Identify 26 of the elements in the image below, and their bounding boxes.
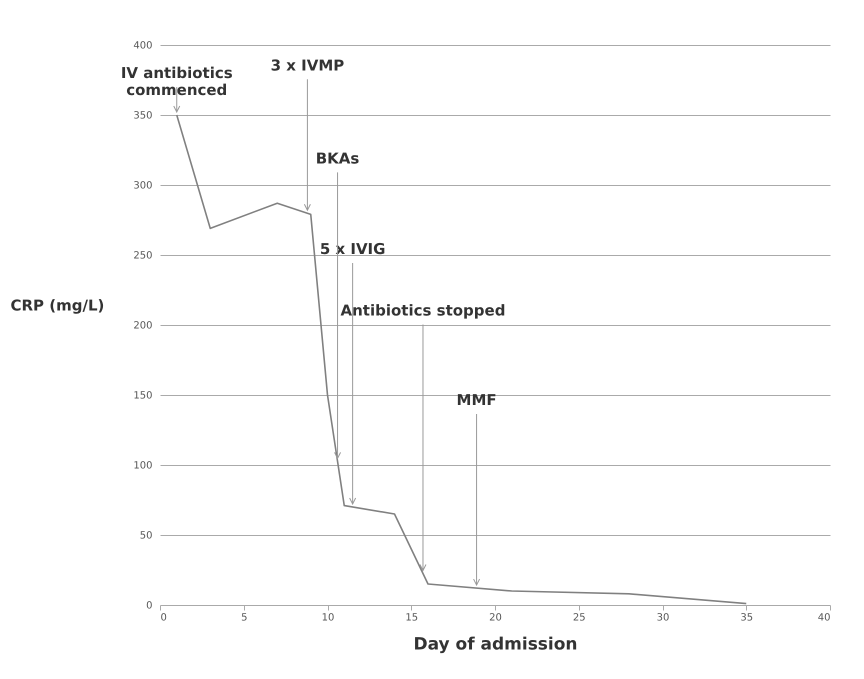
y-tick-label: 300 [133, 180, 152, 192]
y-axis-title: CRP (mg/L) [10, 296, 104, 314]
y-tick-label: 250 [133, 250, 152, 262]
y-tick-label: 150 [133, 390, 152, 402]
y-tick-label: 100 [133, 460, 152, 472]
y-tick-label: 50 [140, 530, 152, 542]
y-tick-label: 400 [133, 40, 152, 52]
x-tick-label: 5 [241, 612, 248, 624]
line-series [176, 114, 748, 604]
y-tick-label: 200 [133, 320, 152, 332]
y-tick-label: 350 [133, 110, 152, 122]
x-axis-title: Day of admission [413, 634, 578, 654]
x-tick-label: 20 [489, 612, 502, 624]
annotation: IV antibiotics commenced [120, 64, 233, 99]
y-tick-label: 0 [146, 600, 152, 612]
x-tick-label: 15 [405, 612, 418, 624]
annotation: MMF [456, 391, 497, 410]
x-tick-label: 10 [322, 612, 334, 624]
annotation: BKAs [316, 149, 360, 168]
annotation: Antibiotics stopped [340, 302, 506, 320]
x-tick-label: 25 [572, 612, 586, 624]
x-tick-label: 40 [818, 612, 830, 624]
x-tick-label: 35 [740, 612, 754, 624]
x-tick-label: 30 [656, 612, 670, 624]
annotation: 3 x IVMP [270, 56, 344, 74]
x-tick-label: 0 [160, 612, 167, 624]
